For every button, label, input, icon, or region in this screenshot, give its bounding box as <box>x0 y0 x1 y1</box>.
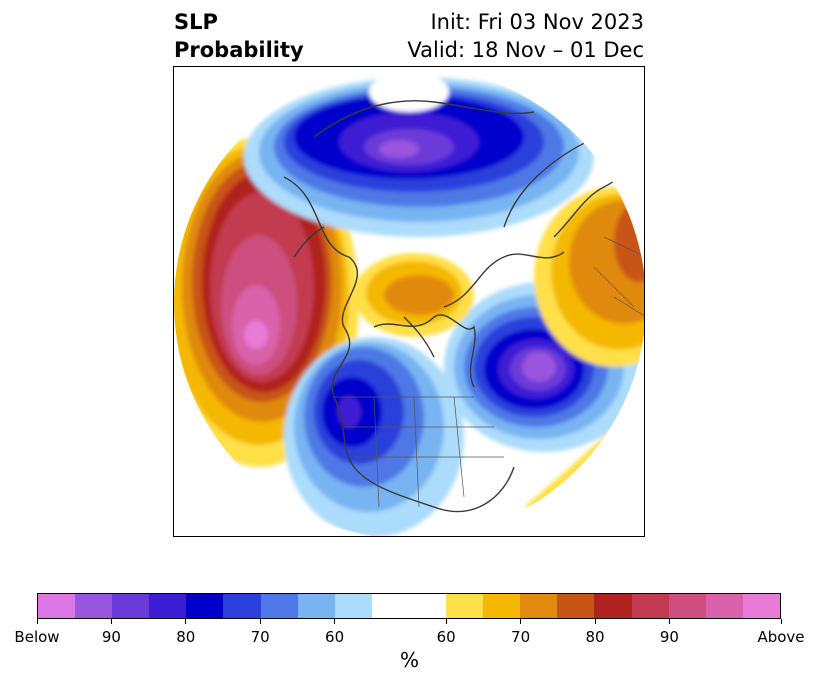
colorbar-segment <box>408 594 447 618</box>
colorbar-tick <box>259 619 261 624</box>
colorbar-segment <box>371 594 409 618</box>
colorbar-tick-label: 90 <box>101 628 121 646</box>
colorbar-tick <box>445 619 447 624</box>
greenland-high <box>354 253 474 337</box>
colorbar-tick <box>185 619 187 624</box>
colorbar-segment <box>631 594 669 618</box>
colorbar-tick-label: 60 <box>436 628 456 646</box>
gulf-of-alaska-high <box>174 137 359 467</box>
colorbar-tick-label: 80 <box>176 628 196 646</box>
arctic-low <box>244 72 594 237</box>
colorbar-segment <box>705 594 743 618</box>
colorbar-tick <box>520 619 522 624</box>
probability-contours <box>174 72 644 536</box>
valid-range: Valid: 18 Nov – 01 Dec <box>407 38 644 62</box>
probability-map <box>173 66 645 537</box>
colorbar-segment <box>223 594 261 618</box>
colorbar-tick <box>668 619 670 624</box>
colorbar-segment <box>668 594 706 618</box>
colorbar-segment <box>75 594 113 618</box>
colorbar-tick <box>110 619 112 624</box>
colorbar-tick-label: Above <box>757 628 805 646</box>
colorbar-segment <box>483 594 521 618</box>
colorbar-tick <box>594 619 596 624</box>
forecast-dates: Init: Fri 03 Nov 2023 Valid: 18 Nov – 01… <box>407 8 644 64</box>
colorbar-unit: % <box>399 648 419 672</box>
colorbar-tick-label: 70 <box>250 628 270 646</box>
colorbar-segment <box>557 594 595 618</box>
central-canada-low <box>284 337 464 536</box>
colorbar-segment <box>186 594 224 618</box>
colorbar-tick <box>334 619 336 624</box>
colorbar-segment <box>334 594 372 618</box>
colorbar-segment <box>446 594 484 618</box>
colorbar-segment <box>520 594 558 618</box>
colorbar-tick-label: 80 <box>585 628 605 646</box>
colorbar-tick-label: 90 <box>659 628 679 646</box>
colorbar-segment <box>742 594 780 618</box>
colorbar-segment <box>260 594 298 618</box>
chart-title: SLP Probability <box>174 10 304 62</box>
colorbar-tick <box>780 619 782 624</box>
europe-high <box>534 187 644 367</box>
colorbar-segment <box>594 594 632 618</box>
colorbar-tick-label: 60 <box>325 628 345 646</box>
colorbar-segment <box>297 594 335 618</box>
colorbar-segment <box>112 594 150 618</box>
borders <box>334 236 644 508</box>
colorbar-tick-label: Below <box>14 628 60 646</box>
init-date: Init: Fri 03 Nov 2023 <box>430 10 644 34</box>
colorbar-tick-label: 70 <box>511 628 531 646</box>
colorbar-ticks <box>36 619 782 625</box>
colorbar-tick <box>36 619 38 624</box>
map-svg <box>174 72 644 536</box>
colorbar-segment <box>149 594 187 618</box>
colorbar-segment <box>38 594 76 618</box>
colorbar <box>37 593 781 619</box>
